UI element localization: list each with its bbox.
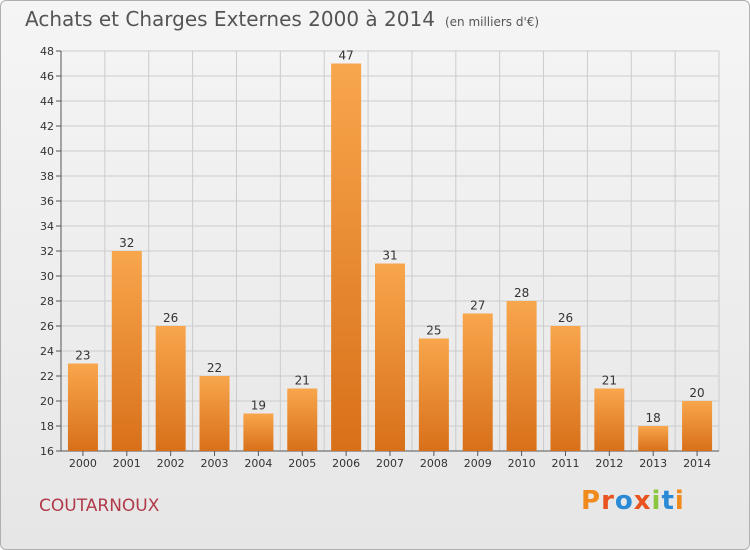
- bar: [199, 376, 230, 451]
- chart-title-text: Achats et Charges Externes 2000 à 2014: [25, 7, 435, 31]
- bar: [287, 388, 318, 451]
- brand-letter: o: [614, 486, 634, 516]
- bar: [331, 63, 362, 451]
- y-tick-label: 44: [40, 95, 54, 108]
- y-tick-label: 38: [40, 170, 54, 183]
- x-tick-label: 2008: [420, 457, 448, 470]
- brand-logo: Proxiti: [581, 486, 685, 516]
- value-label: 27: [470, 299, 485, 313]
- brand-letter: P: [581, 486, 602, 516]
- bar: [111, 251, 142, 451]
- bars: [67, 63, 713, 451]
- y-tick-label: 26: [40, 320, 54, 333]
- value-label: 19: [251, 399, 266, 413]
- value-label: 23: [75, 349, 90, 363]
- bar: [550, 326, 581, 451]
- x-tick-label: 2002: [157, 457, 185, 470]
- y-tick-label: 32: [40, 245, 54, 258]
- x-tick-label: 2012: [595, 457, 623, 470]
- bar: [462, 313, 493, 451]
- value-label: 32: [119, 236, 134, 250]
- brand-letter: x: [633, 486, 652, 516]
- value-label: 21: [602, 374, 617, 388]
- x-tick-label: 2003: [201, 457, 229, 470]
- y-tick-label: 18: [40, 420, 54, 433]
- value-label: 31: [382, 249, 397, 263]
- x-tick-label: 2007: [376, 457, 404, 470]
- x-tick-label: 2014: [683, 457, 711, 470]
- bar: [638, 426, 669, 451]
- bar: [418, 338, 449, 451]
- y-tick-label: 20: [40, 395, 54, 408]
- bar: [243, 413, 274, 451]
- x-tick-label: 2000: [69, 457, 97, 470]
- value-label: 26: [163, 311, 178, 325]
- y-tick-label: 42: [40, 120, 54, 133]
- y-tick-label: 46: [40, 70, 54, 83]
- value-label: 22: [207, 361, 222, 375]
- value-label: 25: [426, 324, 441, 338]
- brand-letter: i: [674, 486, 685, 516]
- y-tick-label: 24: [40, 345, 54, 358]
- y-tick-label: 22: [40, 370, 54, 383]
- value-label: 21: [295, 374, 310, 388]
- bar: [682, 401, 713, 451]
- labels: 16 18 20 22 24 26 28 30 32 34 36 38 40 42 44 46 48 23 2000…: [40, 45, 711, 470]
- x-tick-label: 2006: [332, 457, 360, 470]
- x-tick-label: 2001: [113, 457, 141, 470]
- y-tick-label: 40: [40, 145, 54, 158]
- value-label: 28: [514, 286, 529, 300]
- bar: [155, 326, 186, 451]
- chart-subtitle: (en milliers d'€): [444, 15, 540, 29]
- value-label: 47: [338, 49, 353, 63]
- y-tick-label: 34: [40, 220, 54, 233]
- brand-letter: r: [601, 486, 615, 516]
- x-tick-label: 2011: [551, 457, 579, 470]
- brand-letter: i: [651, 486, 662, 516]
- value-label: 18: [646, 411, 661, 425]
- x-tick-label: 2005: [288, 457, 316, 470]
- town-name: COUTARNOUX: [39, 496, 160, 516]
- x-tick-label: 2004: [244, 457, 272, 470]
- y-tick-label: 48: [40, 45, 54, 58]
- brand-letter: t: [661, 486, 675, 516]
- y-tick-label: 28: [40, 295, 54, 308]
- x-tick-label: 2009: [464, 457, 492, 470]
- x-tick-label: 2013: [639, 457, 667, 470]
- bar: [375, 263, 405, 451]
- chart-title: Achats et Charges Externes 2000 à 2014 (e…: [25, 7, 539, 31]
- value-label: 26: [558, 311, 573, 325]
- y-tick-label: 30: [40, 270, 54, 283]
- value-label: 20: [689, 386, 704, 400]
- bar: [594, 388, 625, 451]
- y-tick-label: 16: [40, 445, 54, 458]
- bar: [67, 363, 98, 451]
- x-tick-label: 2010: [508, 457, 536, 470]
- y-tick-label: 36: [40, 195, 54, 208]
- bar: [506, 301, 537, 451]
